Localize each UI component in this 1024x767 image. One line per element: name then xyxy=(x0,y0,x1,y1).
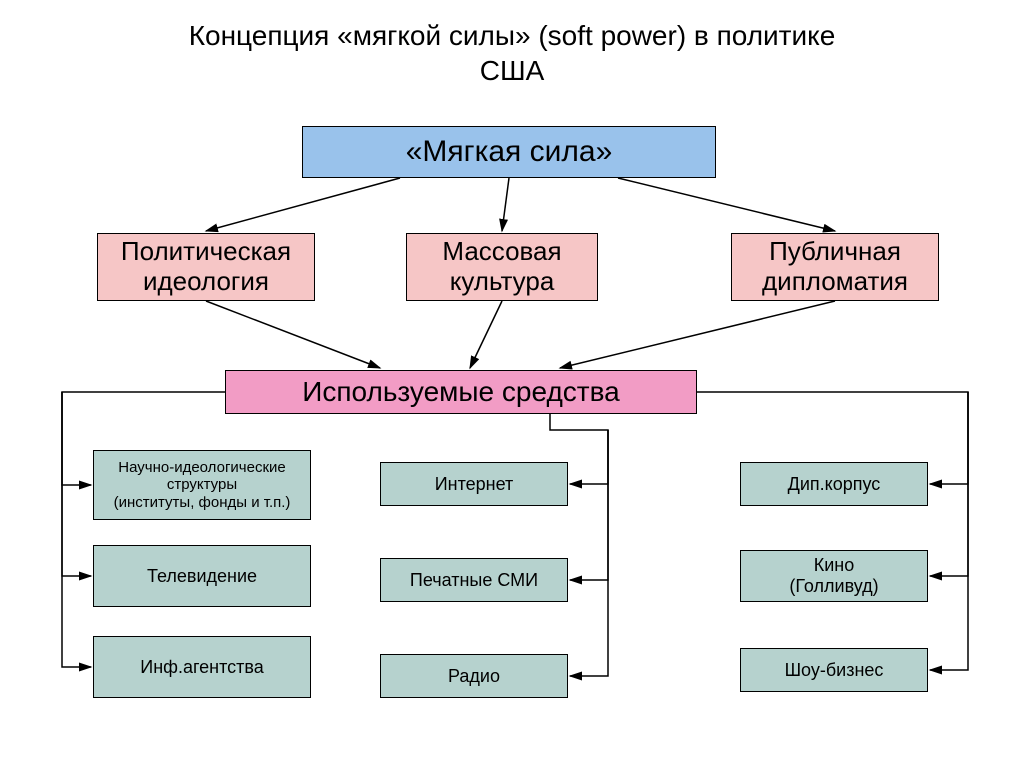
node-root: «Мягкая сила» xyxy=(302,126,716,178)
node-leaf-c2-label: Кино (Голливуд) xyxy=(789,555,878,596)
node-root-label: «Мягкая сила» xyxy=(406,135,613,170)
node-branch2-l1: Массовая xyxy=(442,236,561,266)
node-branch3-label: Публичная дипломатия xyxy=(762,237,908,297)
node-branch2-l2: культура xyxy=(450,266,555,296)
node-leaf-c1: Дип.корпус xyxy=(740,462,928,506)
node-branch1-l1: Политическая xyxy=(121,236,291,266)
node-leaf-c2: Кино (Голливуд) xyxy=(740,550,928,602)
node-leaf-a3-label: Инф.агентства xyxy=(140,657,263,678)
node-branch2-label: Массовая культура xyxy=(442,237,561,297)
leaf-c2-l1: Кино xyxy=(814,555,855,575)
node-leaf-a1-label: Научно-идеологические структуры (институ… xyxy=(114,459,291,511)
node-leaf-c3: Шоу-бизнес xyxy=(740,648,928,692)
node-leaf-c3-label: Шоу-бизнес xyxy=(785,660,884,681)
node-branch1-l2: идеология xyxy=(143,266,269,296)
leaf-a1-l2: структуры xyxy=(167,476,237,493)
title-line2: США xyxy=(480,55,545,86)
leaf-c2-l2: (Голливуд) xyxy=(789,576,878,596)
leaf-a1-l1: Научно-идеологические xyxy=(118,459,285,476)
node-leaf-a1: Научно-идеологические структуры (институ… xyxy=(93,450,311,520)
node-leaf-a2-label: Телевидение xyxy=(147,566,257,587)
node-leaf-c1-label: Дип.корпус xyxy=(788,474,881,495)
node-branch1-label: Политическая идеология xyxy=(121,237,291,297)
node-branch3: Публичная дипломатия xyxy=(731,233,939,301)
node-leaf-a2: Телевидение xyxy=(93,545,311,607)
node-branch3-l2: дипломатия xyxy=(762,266,908,296)
node-leaf-a3: Инф.агентства xyxy=(93,636,311,698)
node-leaf-b1: Интернет xyxy=(380,462,568,506)
node-leaf-b3: Радио xyxy=(380,654,568,698)
node-means: Используемые средства xyxy=(225,370,697,414)
title-line1: Концепция «мягкой силы» (soft power) в п… xyxy=(189,20,836,51)
node-branch2: Массовая культура xyxy=(406,233,598,301)
page-title: Концепция «мягкой силы» (soft power) в п… xyxy=(0,0,1024,88)
node-branch1: Политическая идеология xyxy=(97,233,315,301)
node-leaf-b2-label: Печатные СМИ xyxy=(410,570,538,591)
leaf-a1-l3: (институты, фонды и т.п.) xyxy=(114,494,291,511)
node-leaf-b2: Печатные СМИ xyxy=(380,558,568,602)
node-means-label: Используемые средства xyxy=(302,376,620,408)
node-branch3-l1: Публичная xyxy=(769,236,901,266)
node-leaf-b3-label: Радио xyxy=(448,666,500,687)
node-leaf-b1-label: Интернет xyxy=(435,474,514,495)
